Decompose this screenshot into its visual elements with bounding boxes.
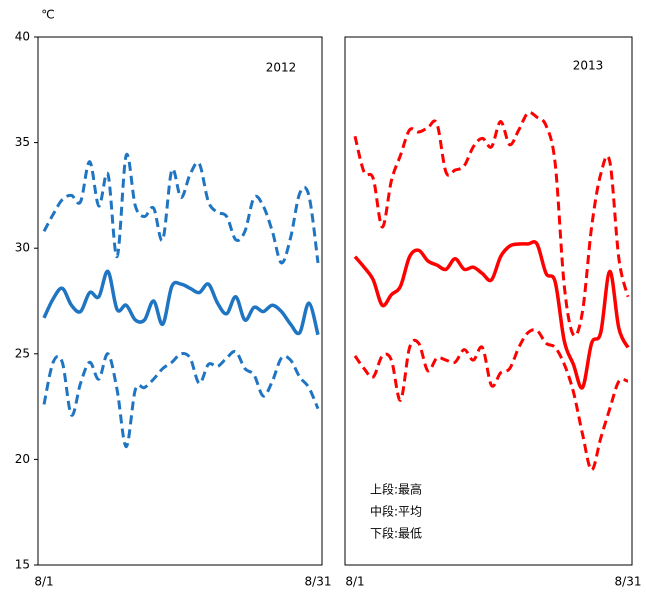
annotation: 下段:最低	[370, 526, 422, 541]
y-tick-label: 40	[15, 30, 30, 44]
series-line	[42, 152, 320, 265]
panel-title: 2012	[266, 61, 297, 75]
x-tick-label: 8/31	[305, 575, 332, 589]
x-tick-label: 8/1	[34, 575, 53, 589]
y-tick-label: 30	[15, 241, 30, 255]
series-line	[42, 349, 320, 449]
annotation: 上段:最高	[370, 482, 422, 497]
plot-frame	[37, 36, 323, 566]
x-tick-label: 8/31	[615, 575, 642, 589]
annotation: 中段:平均	[370, 504, 422, 519]
y-tick-label: 20	[15, 452, 30, 466]
series-line	[353, 111, 630, 338]
y-tick-label: 35	[15, 135, 30, 149]
y-tick-label: 25	[15, 346, 30, 360]
series-line	[42, 269, 320, 336]
plot-frame	[344, 36, 633, 566]
x-tick-label: 8/1	[345, 575, 364, 589]
y-tick-label: 15	[15, 558, 30, 572]
panel-title: 2013	[573, 59, 604, 73]
series-line	[353, 328, 629, 472]
y-axis-label: ℃	[41, 8, 54, 22]
series-line	[353, 240, 630, 390]
